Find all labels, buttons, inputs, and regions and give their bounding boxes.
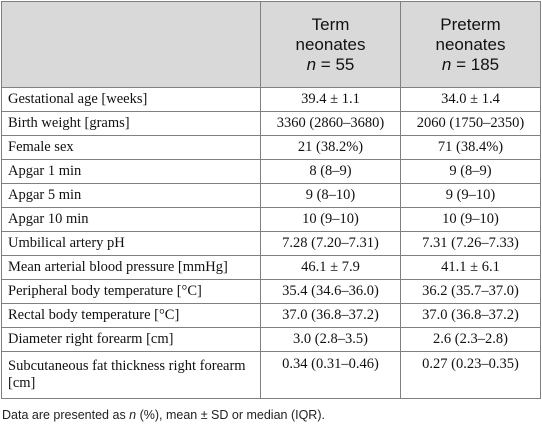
- row-label: Subcutaneous fat thickness right forearm…: [1, 351, 261, 399]
- row-label: Apgar 10 min: [1, 207, 261, 232]
- preterm-value: 34.0 ± 1.4: [400, 87, 541, 112]
- table-row: Apgar 5 min 9 (8–10) 9 (9–10): [1, 183, 541, 208]
- table-row: Gestational age [weeks] 39.4 ± 1.1 34.0 …: [1, 87, 541, 112]
- row-label: Apgar 1 min: [1, 159, 261, 184]
- table-row: Birth weight [grams] 3360 (2860–3680) 20…: [1, 111, 541, 136]
- table-header-row: Term neonates n = 55 Preterm neonates n …: [1, 1, 541, 88]
- characteristics-table: Term neonates n = 55 Preterm neonates n …: [1, 1, 541, 399]
- term-value: 9 (8–10): [260, 183, 401, 208]
- table-row: Mean arterial blood pressure [mmHg] 46.1…: [1, 255, 541, 280]
- preterm-value: 2.6 (2.3–2.8): [400, 327, 541, 352]
- row-label: Female sex: [1, 135, 261, 160]
- term-value: 35.4 (34.6–36.0): [260, 279, 401, 304]
- row-label: Apgar 5 min: [1, 183, 261, 208]
- term-value: 8 (8–9): [260, 159, 401, 184]
- table-row: Umbilical artery pH 7.28 (7.20–7.31) 7.3…: [1, 231, 541, 256]
- header-preterm-line2: neonates: [435, 34, 506, 54]
- characteristics-table-container: Term neonates n = 55 Preterm neonates n …: [1, 1, 541, 399]
- table-footnote: Data are presented as n (%), mean ± SD o…: [2, 408, 325, 422]
- header-preterm-line1: Preterm: [440, 14, 501, 34]
- row-label: Birth weight [grams]: [1, 111, 261, 136]
- term-value: 37.0 (36.8–37.2): [260, 303, 401, 328]
- term-value: 21 (38.2%): [260, 135, 401, 160]
- term-value: 46.1 ± 7.9: [260, 255, 401, 280]
- header-term-n-symbol: n: [306, 54, 317, 74]
- term-value: 10 (9–10): [260, 207, 401, 232]
- header-term-line1: Term: [311, 14, 350, 34]
- row-label: Rectal body temperature [°C]: [1, 303, 261, 328]
- header-term-n: n = 55: [261, 55, 400, 75]
- footnote-prefix: Data are presented as: [2, 408, 130, 422]
- header-term-neonates: Term neonates n = 55: [260, 1, 401, 88]
- term-value: 3360 (2860–3680): [260, 111, 401, 136]
- preterm-value: 41.1 ± 6.1: [400, 255, 541, 280]
- table-row: Diameter right forearm [cm] 3.0 (2.8–3.5…: [1, 327, 541, 352]
- table-row: Subcutaneous fat thickness right forearm…: [1, 351, 541, 399]
- preterm-value: 9 (8–9): [400, 159, 541, 184]
- term-value: 3.0 (2.8–3.5): [260, 327, 401, 352]
- term-value: 0.34 (0.31–0.46): [260, 351, 401, 399]
- header-preterm-n: n = 185: [401, 55, 540, 75]
- row-label: Gestational age [weeks]: [1, 87, 261, 112]
- row-label: Umbilical artery pH: [1, 231, 261, 256]
- preterm-value: 2060 (1750–2350): [400, 111, 541, 136]
- table-row: Apgar 1 min 8 (8–9) 9 (8–9): [1, 159, 541, 184]
- header-term-n-value: = 55: [316, 54, 355, 74]
- preterm-value: 37.0 (36.8–37.2): [400, 303, 541, 328]
- preterm-value: 0.27 (0.23–0.35): [400, 351, 541, 399]
- preterm-value: 9 (9–10): [400, 183, 541, 208]
- preterm-value: 10 (9–10): [400, 207, 541, 232]
- preterm-value: 36.2 (35.7–37.0): [400, 279, 541, 304]
- row-label: Diameter right forearm [cm]: [1, 327, 261, 352]
- header-preterm-neonates: Preterm neonates n = 185: [400, 1, 541, 88]
- preterm-value: 7.31 (7.26–7.33): [400, 231, 541, 256]
- header-term-line2: neonates: [295, 34, 366, 54]
- row-label: Peripheral body temperature [°C]: [1, 279, 261, 304]
- preterm-value: 71 (38.4%): [400, 135, 541, 160]
- row-label: Mean arterial blood pressure [mmHg]: [1, 255, 261, 280]
- header-corner-cell: [1, 1, 261, 88]
- table-row: Rectal body temperature [°C] 37.0 (36.8–…: [1, 303, 541, 328]
- table-row: Apgar 10 min 10 (9–10) 10 (9–10): [1, 207, 541, 232]
- table-row: Female sex 21 (38.2%) 71 (38.4%): [1, 135, 541, 160]
- term-value: 7.28 (7.20–7.31): [260, 231, 401, 256]
- table-row: Peripheral body temperature [°C] 35.4 (3…: [1, 279, 541, 304]
- term-value: 39.4 ± 1.1: [260, 87, 401, 112]
- footnote-suffix: (%), mean ± SD or median (IQR).: [136, 408, 325, 422]
- header-preterm-n-value: = 185: [451, 54, 500, 74]
- footnote-n-symbol: n: [129, 408, 137, 422]
- header-preterm-n-symbol: n: [441, 54, 452, 74]
